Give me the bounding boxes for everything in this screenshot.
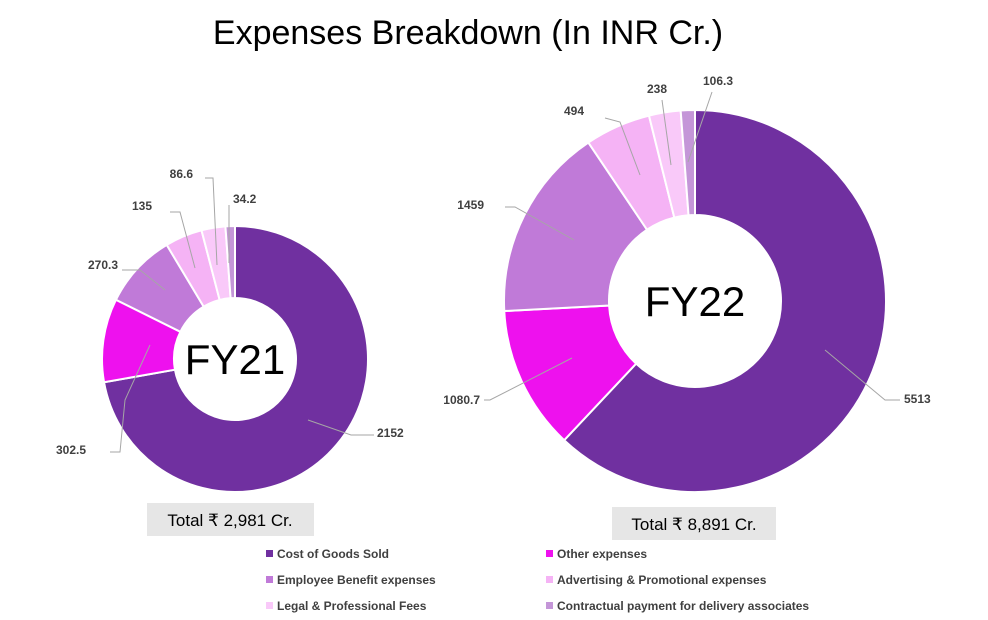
legend-swatch	[266, 576, 273, 583]
data-label: 106.3	[703, 74, 733, 88]
leader-line	[484, 357, 573, 401]
data-label: 1080.7	[443, 393, 480, 407]
legend-swatch	[546, 576, 553, 583]
slice-cost-of-goods-sold	[562, 108, 887, 493]
total-box-fy21: Total ₹ 2,981 Cr.	[147, 503, 314, 536]
leader-line	[505, 206, 575, 241]
total-label-fy21: Total ₹ 2,981 Cr.	[167, 511, 292, 530]
leader-line	[604, 117, 641, 176]
legend-swatch	[546, 550, 553, 557]
leader-line	[122, 269, 166, 291]
slice-cost-of-goods-sold	[102, 224, 369, 493]
leader-line	[687, 91, 713, 163]
data-label: 1459	[457, 198, 484, 212]
data-label: 270.3	[88, 258, 118, 272]
leader-line	[307, 419, 374, 436]
total-box-fy22: Total ₹ 8,891 Cr.	[612, 507, 776, 540]
center-label: FY22	[645, 278, 745, 325]
legend-entry: Legal & Professional Fees	[277, 599, 427, 613]
legend-entry: Contractual payment for delivery associa…	[557, 599, 809, 613]
donut-chart-fy22: 5513 1080.7 1459 494 238 106.3 FY22	[443, 74, 931, 493]
data-label: 86.6	[170, 167, 194, 181]
legend-entry: Cost of Goods Sold	[277, 547, 389, 561]
legend: Cost of Goods Sold Other expenses Employee…	[266, 547, 809, 613]
legend-entry: Employee Benefit expenses	[277, 573, 436, 587]
leader-line	[824, 349, 900, 401]
legend-entry: Advertising & Promotional expenses	[557, 573, 767, 587]
data-label: 238	[647, 82, 667, 96]
leader-line	[170, 211, 196, 269]
leader-line	[110, 344, 151, 453]
legend-swatch	[266, 550, 273, 557]
data-label: 34.2	[233, 192, 257, 206]
donut-chart-fy21: 2152 302.5 270.3 135 86.6 34.2 FY21	[56, 167, 404, 493]
center-label: FY21	[185, 336, 285, 383]
data-label: 494	[564, 104, 584, 118]
chart-title: Expenses Breakdown (In INR Cr.)	[213, 14, 723, 52]
slice-contractual-payment-for-delivery-associates	[679, 108, 696, 217]
data-label: 5513	[904, 392, 931, 406]
legend-swatch	[266, 602, 273, 609]
data-label: 135	[132, 199, 152, 213]
leader-line	[205, 177, 218, 266]
total-label-fy22: Total ₹ 8,891 Cr.	[631, 515, 756, 534]
legend-entry: Other expenses	[557, 547, 647, 561]
data-label: 302.5	[56, 443, 86, 457]
data-label: 2152	[377, 426, 404, 440]
legend-swatch	[546, 602, 553, 609]
slice-employee-benefit-expenses	[503, 141, 649, 313]
leader-line	[661, 99, 672, 166]
